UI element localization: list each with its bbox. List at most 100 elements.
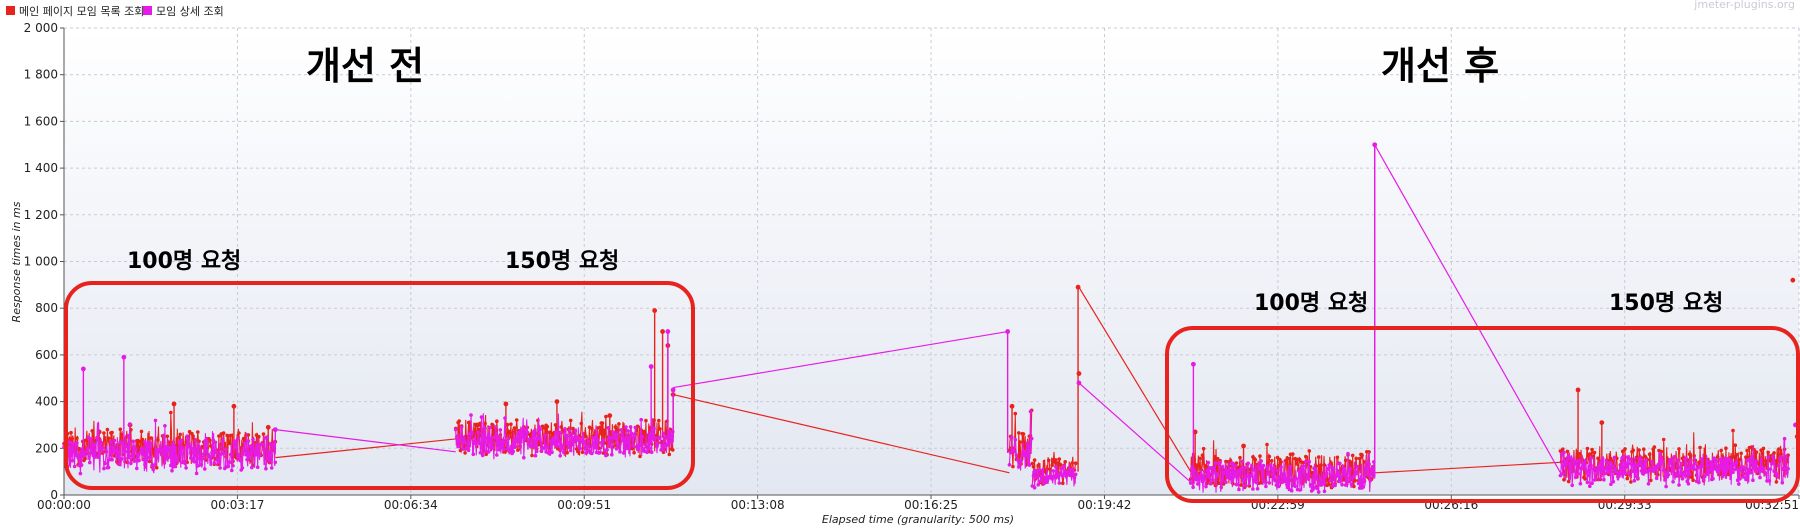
data-point: [1610, 464, 1614, 468]
data-point: [1751, 478, 1755, 483]
legend-label-series-2: 모임 상세 조회: [156, 5, 224, 18]
after-highlight-box: [1165, 326, 1800, 503]
data-point: [1322, 463, 1327, 467]
spike-point: [1599, 420, 1605, 426]
y-tick-label: 1 200: [24, 208, 58, 222]
data-point: [586, 439, 591, 444]
data-point: [1625, 455, 1630, 459]
data-point: [658, 427, 662, 431]
data-point: [1693, 461, 1698, 466]
data-point: [574, 435, 579, 440]
data-point: [185, 434, 189, 439]
data-point: [170, 468, 174, 473]
data-point: [1328, 478, 1333, 483]
data-point: [1747, 457, 1752, 462]
data-point: [1073, 472, 1078, 477]
data-point: [644, 418, 648, 423]
data-point: [1732, 455, 1736, 459]
data-point: [1304, 459, 1308, 464]
series-line: [1559, 438, 1790, 487]
data-point: [496, 444, 500, 448]
data-point: [1238, 470, 1242, 474]
data-point: [1200, 479, 1205, 484]
data-point: [1030, 461, 1035, 466]
data-point: [607, 441, 612, 446]
data-point: [1646, 482, 1651, 486]
data-point: [457, 419, 462, 423]
data-point: [147, 459, 152, 464]
data-point: [617, 422, 621, 426]
data-point: [1699, 457, 1704, 461]
data-point: [186, 437, 191, 442]
data-point: [1600, 457, 1605, 461]
data-point: [1200, 453, 1205, 458]
data-point: [1196, 482, 1200, 486]
data-point: [1686, 482, 1691, 486]
data-point: [1752, 466, 1756, 470]
data-point: [177, 435, 181, 440]
data-point: [1299, 477, 1303, 482]
data-point: [463, 440, 467, 444]
before-highlight-box: [64, 281, 695, 490]
spike-point: [1190, 361, 1196, 367]
data-point: [1767, 479, 1772, 483]
data-point: [1727, 465, 1732, 470]
data-point: [151, 467, 155, 472]
data-point: [1642, 447, 1646, 452]
data-point: [1017, 465, 1021, 469]
data-point: [1725, 459, 1729, 464]
data-point: [255, 465, 260, 470]
data-point: [1724, 446, 1728, 451]
data-point: [1188, 481, 1193, 485]
data-point: [1564, 459, 1569, 464]
data-point: [478, 451, 483, 455]
data-point: [1241, 478, 1246, 483]
data-point: [1278, 480, 1282, 484]
data-point: [102, 466, 106, 471]
data-point: [125, 449, 130, 454]
data-point: [1269, 459, 1274, 463]
data-point: [1712, 456, 1716, 461]
spike-point: [1575, 387, 1581, 393]
data-point: [1327, 463, 1331, 467]
data-point: [1369, 472, 1374, 477]
data-point: [84, 449, 89, 454]
data-point: [1228, 476, 1233, 480]
data-point: [104, 449, 109, 453]
data-point: [1786, 467, 1790, 471]
data-point: [1738, 477, 1742, 481]
data-point: [1035, 475, 1039, 480]
data-point: [1584, 469, 1589, 473]
data-point: [1691, 464, 1695, 468]
data-point: [1630, 461, 1634, 465]
data-point: [611, 430, 615, 434]
data-point: [137, 439, 141, 444]
data-point: [1240, 459, 1245, 464]
data-point: [1347, 479, 1351, 484]
data-point: [484, 452, 489, 457]
data-point: [1718, 457, 1722, 462]
data-point: [1670, 457, 1674, 462]
data-point: [1766, 455, 1770, 459]
data-point: [1215, 473, 1220, 478]
data-point: [1362, 478, 1367, 483]
data-point: [1748, 470, 1753, 475]
data-point: [216, 457, 220, 462]
data-point: [571, 438, 575, 443]
data-point: [1037, 468, 1042, 472]
data-point: [119, 432, 124, 437]
data-point: [559, 430, 564, 435]
data-point: [224, 447, 228, 451]
data-point: [647, 446, 652, 451]
data-point: [1738, 457, 1742, 462]
data-point: [1623, 447, 1627, 451]
data-point: [622, 437, 627, 441]
data-point: [578, 446, 582, 451]
data-point: [251, 437, 255, 442]
y-tick-label: 1 600: [24, 114, 58, 128]
data-point: [668, 433, 673, 437]
data-point: [137, 458, 141, 463]
data-point: [1215, 456, 1220, 461]
data-point: [1782, 436, 1787, 441]
data-point: [211, 453, 215, 458]
